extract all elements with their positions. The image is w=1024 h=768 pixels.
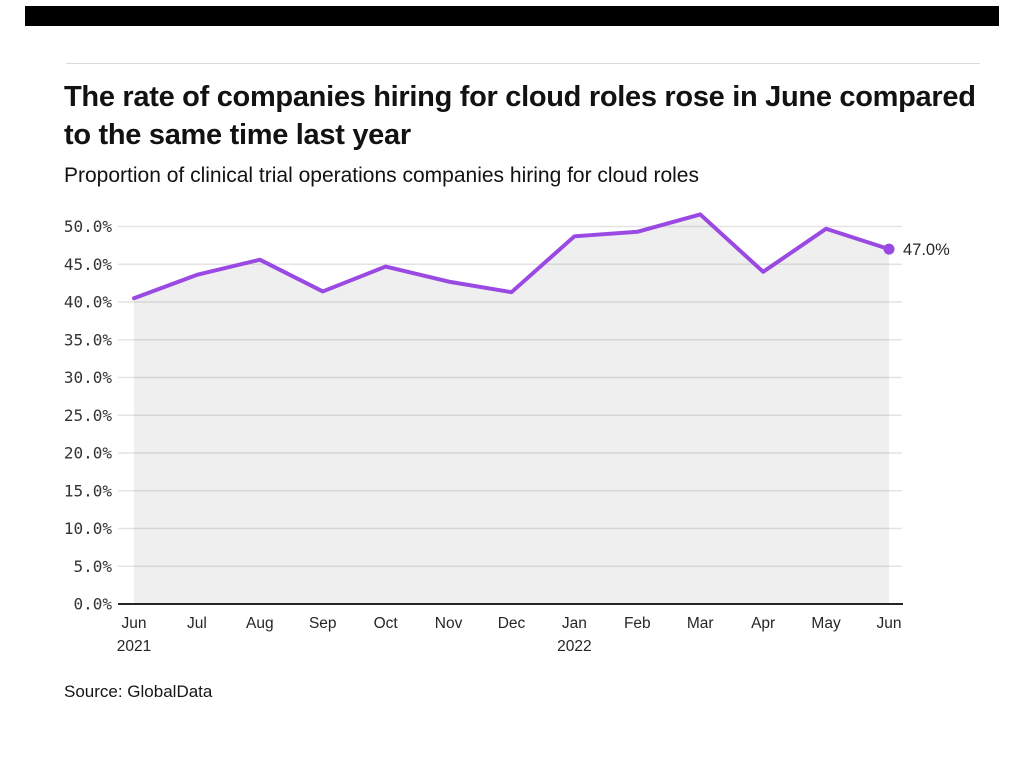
y-axis-label: 15.0% [64, 481, 113, 500]
y-axis-label: 40.0% [64, 293, 113, 312]
x-axis-label: Dec [498, 615, 526, 632]
y-axis-label: 25.0% [64, 406, 113, 425]
trend-line [132, 212, 891, 301]
line-chart: 47.0% 0.0% 5.0% 10.0% 15.0% 20.0% 25.0% 30.0% 35… [64, 212, 950, 655]
x-axis-label: May [811, 615, 841, 632]
page-subtitle: Proportion of clinical trial operations … [64, 164, 699, 187]
x-axis-label: Nov [435, 615, 463, 632]
y-axis-label: 20.0% [64, 444, 113, 463]
area-fill [134, 214, 889, 605]
masthead-bar [25, 6, 999, 26]
x-axis-label: Feb [624, 615, 651, 632]
chart-area: 47.0% 0.0% 5.0% 10.0% 15.0% 20.0% 25.0% 30.0% 35… [0, 195, 1024, 665]
x-axis-year-label: 2021 [117, 638, 151, 655]
x-axis-label: Mar [687, 615, 714, 632]
x-axis-label: Jun [122, 615, 147, 632]
y-axis-label: 30.0% [64, 368, 113, 387]
x-axis-label: Jan [562, 615, 587, 632]
end-point-dot [883, 243, 895, 255]
x-axis-year-label: 2022 [557, 638, 591, 655]
x-axis-label: Jul [187, 615, 207, 632]
y-axis-label: 50.0% [64, 217, 113, 236]
x-axis-label: Apr [751, 615, 775, 632]
page-title: The rate of companies hiring for cloud r… [64, 81, 976, 151]
x-axis-label: Oct [374, 615, 399, 632]
y-axis-label: 5.0% [73, 557, 112, 576]
y-axis-label: 0.0% [73, 595, 112, 614]
end-value-label: 47.0% [903, 241, 950, 259]
source-note: Source: GlobalData [64, 682, 213, 701]
y-axis-label: 10.0% [64, 519, 113, 538]
y-axis-label: 45.0% [64, 255, 113, 274]
x-axis-label: Jun [877, 615, 902, 632]
divider-rule [66, 63, 980, 64]
x-axis-label: Sep [309, 615, 337, 632]
x-axis-label: Aug [246, 615, 274, 632]
y-axis-label: 35.0% [64, 330, 113, 349]
